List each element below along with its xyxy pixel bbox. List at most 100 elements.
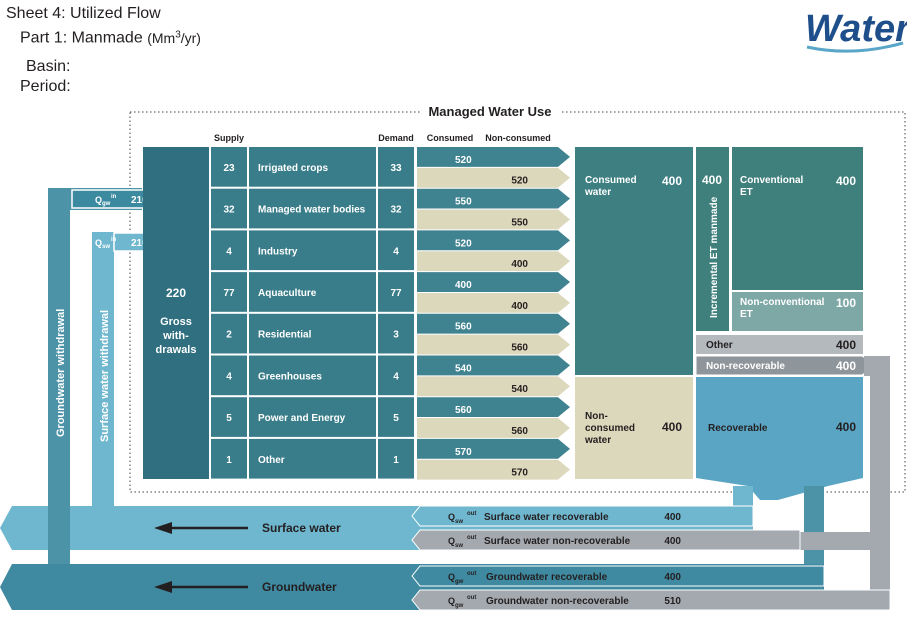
sw-inflow-label: Q sw in 210 (95, 237, 148, 250)
surface-water-label: Surface water (262, 521, 341, 535)
sw-band-join (92, 482, 114, 506)
nonconventional-et-l1: Non-conventional (740, 297, 825, 308)
consumed-arrow (417, 438, 570, 459)
sector-name-cell (249, 313, 376, 354)
basin-label: Basin: (26, 58, 71, 75)
outflow-sup: out (467, 511, 476, 517)
non-consumed-arrow (417, 459, 570, 480)
part-title: Part 1: Manmade (Mm3/yr) (20, 26, 201, 48)
gw-outflow-arrowhead (0, 564, 22, 610)
consumed-arrow (417, 313, 570, 334)
nonconsumed-water-l3: water (584, 435, 611, 446)
non-consumed-value: 400 (511, 301, 528, 312)
consumed-arrow (417, 230, 570, 251)
consumed-value: 520 (455, 155, 472, 166)
outflow-row-bg (411, 529, 801, 551)
demand-value: 33 (390, 163, 402, 174)
sector-row: 4 Greenhouses 4 540 540 (211, 355, 570, 397)
sw-inflow-sup: in (111, 237, 117, 243)
non-consumed-value: 400 (511, 259, 528, 270)
nonconventional-et-box (732, 292, 863, 331)
outflow-q: Q (448, 572, 455, 582)
gross-withdrawals-l3: drawals (156, 344, 197, 356)
supply-cell (211, 355, 247, 396)
nonrecoverable-label: Non-recoverable (706, 361, 785, 372)
conventional-et-box (732, 147, 863, 290)
sector-row: 77 Aquaculture 77 400 400 (211, 272, 570, 313)
outflow-label: Groundwater recoverable (486, 572, 608, 583)
managed-water-frame (129, 111, 906, 493)
consumed-arrow (417, 147, 570, 167)
sw-inflow-q: Q (95, 238, 102, 248)
nonconsumed-water-box (575, 377, 693, 479)
sector-name: Irrigated crops (258, 163, 328, 174)
consumed-value: 560 (455, 322, 472, 333)
sector-name-cell (249, 272, 376, 312)
outflow-row-bg (411, 505, 754, 527)
outflow-q: Q (448, 536, 455, 546)
non-consumed-value: 560 (511, 426, 528, 437)
sector-name: Aquaculture (258, 288, 317, 299)
unit-exponent: 3 (175, 29, 181, 40)
nonconventional-et-l2: ET (740, 309, 753, 320)
demand-value: 5 (393, 413, 399, 424)
demand-value: 77 (390, 288, 402, 299)
outflow-q: Q (448, 596, 455, 606)
part-title-text: Part 1: Manmade (20, 29, 143, 47)
conventional-et-value: 400 (836, 174, 856, 188)
outflow-value: 400 (664, 512, 681, 523)
outflow-sup: out (467, 535, 476, 541)
sector-row: 23 Irrigated crops 33 520 520 (211, 147, 570, 188)
outflow-value: 510 (664, 596, 681, 607)
consumed-value: 560 (455, 405, 472, 416)
demand-cell (378, 397, 414, 437)
gw-band-join (48, 482, 70, 564)
sector-name: Greenhouses (258, 371, 322, 382)
demand-value: 1 (393, 455, 399, 466)
other-label: Other (706, 340, 733, 351)
consumed-water-l1: Consumed (585, 175, 637, 186)
sw-nonrecoverable-connector (800, 532, 876, 550)
logo-text: Water (805, 8, 907, 50)
incremental-et-label: Incremental ET manmade (709, 196, 720, 318)
supply-cell (211, 147, 247, 187)
nonrecoverable-value: 400 (836, 359, 856, 373)
gross-withdrawals-l1: Gross (160, 316, 192, 328)
water-logo: Water (805, 8, 907, 53)
sector-row: 4 Industry 4 520 400 (211, 230, 570, 272)
outflow-label: Groundwater non-recoverable (486, 596, 629, 607)
consumed-value: 520 (455, 238, 472, 249)
non-consumed-value: 570 (511, 468, 528, 479)
non-consumed-arrow (417, 209, 570, 230)
demand-cell (378, 355, 414, 396)
nonconsumed-water-l1: Non- (585, 411, 608, 422)
non-consumed-value: 560 (511, 343, 528, 354)
gross-withdrawals-value: 220 (166, 286, 186, 300)
nonconventional-et-value: 100 (836, 296, 856, 310)
sector-name: Power and Energy (258, 413, 346, 424)
outflow-sub: gw (455, 579, 464, 585)
supply-value: 4 (226, 246, 232, 257)
sector-row: 1 Other 1 570 570 (211, 438, 570, 480)
sector-name-cell (249, 147, 376, 187)
demand-value: 4 (393, 371, 399, 382)
consumed-water-value: 400 (662, 174, 682, 188)
non-consumed-arrow (417, 167, 570, 188)
outflow-sub: sw (455, 543, 463, 549)
sector-name-cell (249, 438, 376, 479)
outflow-sup: out (467, 571, 476, 577)
supply-cell (211, 272, 247, 312)
outflow-q: Q (448, 512, 455, 522)
logo-wave (806, 41, 904, 53)
non-consumed-value: 550 (511, 217, 528, 228)
nonconsumed-water-l2: consumed (585, 423, 635, 434)
recoverable-value: 400 (836, 420, 856, 434)
demand-value: 3 (393, 330, 399, 341)
supply-value: 23 (223, 163, 235, 174)
gw-arrow-head (154, 581, 172, 593)
gw-inflow-sup: in (111, 194, 117, 200)
supply-cell (211, 397, 247, 437)
